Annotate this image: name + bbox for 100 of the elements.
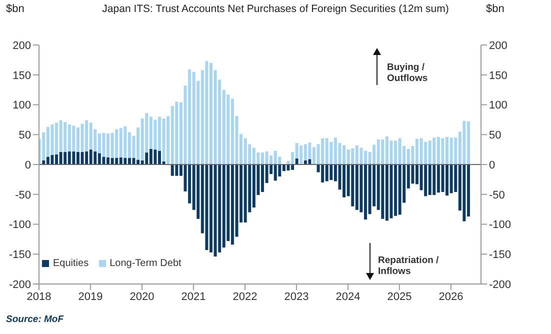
y2-tick-label: 150 (489, 70, 508, 82)
bar (428, 164, 432, 195)
bar (432, 164, 436, 195)
y2-tick-label: 0 (489, 159, 496, 172)
bar (149, 148, 152, 164)
bar (351, 164, 354, 206)
bar (175, 102, 178, 164)
y2-tick-label: -200 (489, 278, 512, 291)
bar (346, 150, 350, 164)
bar (424, 164, 428, 196)
bar (46, 126, 50, 157)
bar (170, 106, 174, 164)
y-tick-label: 150 (12, 70, 31, 82)
annotation: Repatriation / Inflows (378, 255, 440, 277)
bar (428, 140, 432, 164)
bar (325, 164, 328, 182)
bar (330, 142, 333, 164)
bar (398, 138, 402, 164)
bar (304, 144, 307, 160)
x-tick-label: 2022 (232, 290, 258, 303)
bar (450, 138, 453, 164)
y-tick-label: -100 (8, 219, 31, 232)
bar (188, 70, 192, 164)
bar (98, 133, 101, 154)
bar (355, 164, 358, 210)
bar (321, 138, 324, 164)
bar (192, 72, 196, 164)
bar (278, 164, 282, 176)
bar (385, 164, 388, 221)
bar (110, 158, 114, 164)
bar (355, 145, 358, 164)
bar (50, 124, 54, 155)
bar (115, 129, 118, 158)
y-tick-label: -50 (15, 189, 31, 202)
x-tick-label: 2026 (438, 290, 464, 303)
x-tick-label: 2025 (387, 290, 412, 303)
x-tick-label: 2023 (284, 290, 309, 303)
bar (244, 138, 247, 164)
bar (381, 164, 384, 219)
bar (252, 148, 256, 164)
bar (85, 120, 88, 152)
bar (80, 152, 84, 164)
y2-tick-label: 100 (489, 100, 508, 112)
bar (424, 142, 428, 164)
y2-tick-label: 200 (489, 40, 508, 52)
x-tick-label: 2021 (181, 290, 206, 303)
bar (300, 145, 303, 164)
bar (286, 164, 290, 170)
bar (244, 164, 247, 222)
bar (390, 164, 393, 218)
bar (325, 138, 328, 164)
bar (170, 164, 174, 176)
bar (351, 148, 354, 164)
legend-label: Long-Term Debt (110, 258, 182, 269)
legend-label: Equities (53, 258, 89, 269)
bar (214, 164, 217, 257)
bar (462, 120, 466, 164)
bar (376, 139, 380, 164)
annotation: Buying / Outflows (387, 62, 429, 84)
bar (436, 164, 440, 193)
bar (162, 118, 166, 162)
bar (330, 164, 333, 180)
y-tick-label: 50 (18, 130, 31, 142)
bar (274, 150, 277, 164)
bar (50, 154, 54, 164)
bar (98, 153, 101, 164)
bar (59, 152, 62, 164)
bar (85, 151, 88, 164)
bar (110, 132, 114, 158)
bar (64, 122, 67, 152)
bar (334, 138, 337, 164)
bar (450, 164, 453, 194)
bar (102, 132, 106, 157)
bar (436, 137, 440, 164)
bar (145, 152, 148, 164)
bar (68, 124, 71, 152)
y-tick-label: 100 (12, 100, 31, 112)
bar (360, 148, 363, 164)
y2-tick-label: -100 (489, 219, 512, 232)
bar (390, 140, 393, 164)
bar (124, 158, 127, 164)
bar (119, 128, 122, 158)
bar (154, 150, 157, 164)
bar (72, 151, 76, 164)
y-tick-label: 200 (12, 40, 31, 52)
bar (432, 138, 436, 164)
bar (218, 164, 222, 252)
bar (136, 160, 140, 164)
y2-tick-label: -150 (489, 249, 512, 262)
y2-axis-title: $bn (486, 3, 504, 15)
bar (154, 120, 157, 150)
bar (175, 164, 178, 176)
bar (265, 151, 268, 164)
bar (441, 164, 444, 192)
bar (68, 151, 71, 164)
bar (466, 121, 470, 164)
bar (46, 156, 50, 164)
bar (149, 116, 152, 149)
bar (89, 150, 92, 164)
bar (132, 158, 136, 164)
